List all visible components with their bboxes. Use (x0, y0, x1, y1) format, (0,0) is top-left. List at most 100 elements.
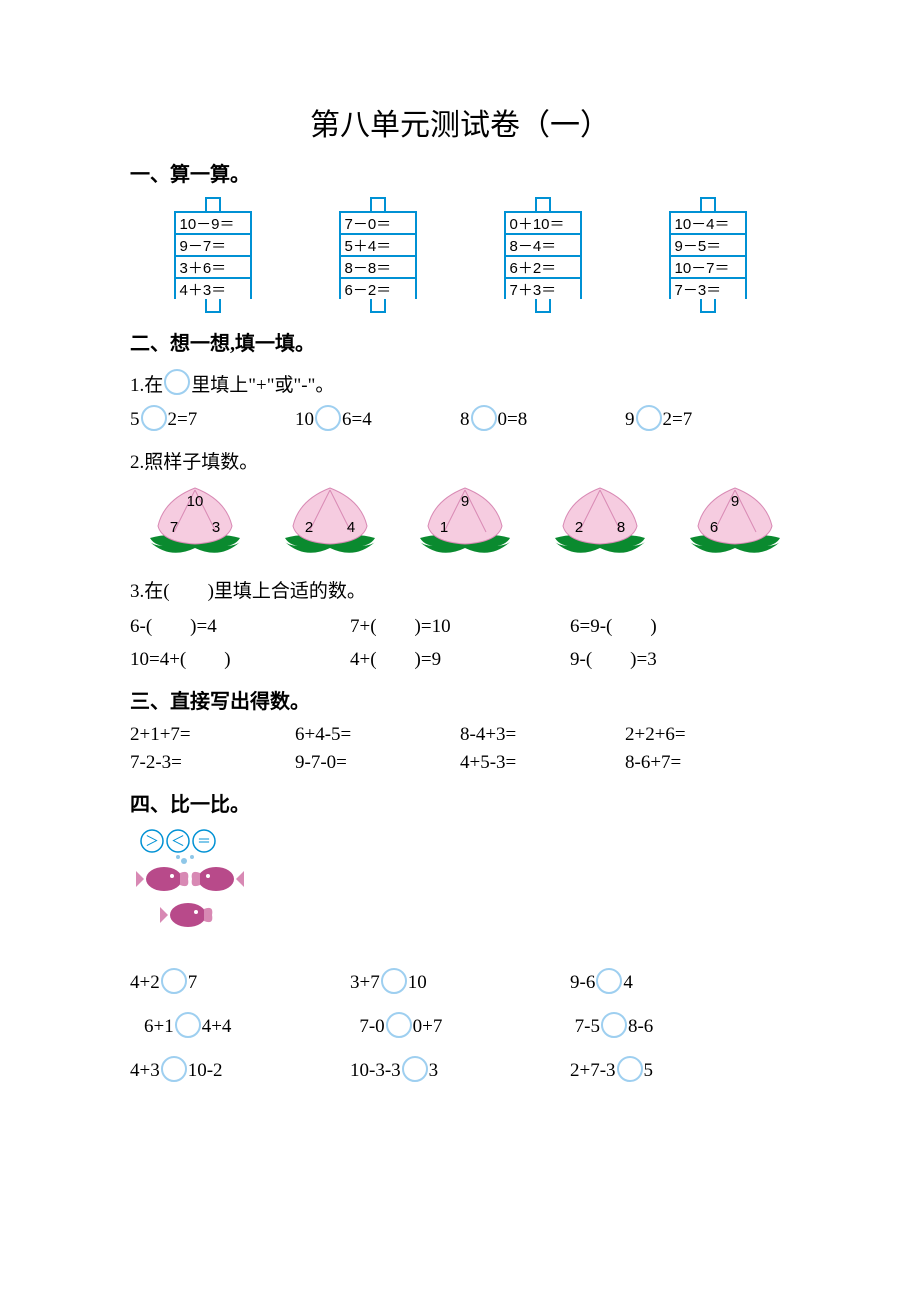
scroll-column: 7－0＝5＋4＝8－8＝6－2＝ (332, 197, 424, 313)
compare-row: 4+310-210-3-332+7-35 (130, 1058, 790, 1084)
circle-icon (315, 405, 341, 431)
compare-row: 4+273+7109-64 (130, 970, 790, 996)
section2-heading: 二、想一想,填一填。 (130, 327, 790, 356)
q1-prefix: 1.在 (130, 370, 163, 397)
scroll-cell: 10－4＝ (669, 211, 747, 233)
cmp-right: 7 (188, 972, 198, 994)
page-title: 第八单元测试卷（一） (130, 100, 790, 144)
s3-item: 4+5-3= (460, 752, 625, 774)
scroll-cell: 6－2＝ (339, 277, 417, 299)
svg-text:3: 3 (212, 519, 220, 536)
svg-text:7: 7 (170, 519, 178, 536)
q1-left: 9 (625, 409, 635, 431)
cmp-left: 7-0 (359, 1016, 384, 1038)
scroll-cell: 5＋4＝ (339, 233, 417, 255)
section2-q3: 3.在( )里填上合适的数。 (130, 576, 790, 603)
circle-icon (636, 405, 662, 431)
s3-item: 6+4-5= (295, 724, 460, 746)
svg-text:10: 10 (187, 493, 204, 510)
svg-text:＝: ＝ (197, 835, 211, 850)
q1-right: 2=7 (663, 409, 693, 431)
circle-icon (381, 968, 407, 994)
s3-item: 9-7-0= (295, 752, 460, 774)
scroll-nub-icon (370, 299, 386, 313)
scroll-cell: 6＋2＝ (504, 255, 582, 277)
fish-icon: ＞ ＜ ＝ (134, 827, 254, 947)
scroll-cell: 9－7＝ (174, 233, 252, 255)
compare-item: 3+710 (350, 970, 570, 996)
scroll-cell: 10－7＝ (669, 255, 747, 277)
q3-item: 6-( )=4 (130, 611, 350, 638)
s3-item: 2+1+7= (130, 724, 295, 746)
scroll-cell: 7－0＝ (339, 211, 417, 233)
s3-item: 2+2+6= (625, 724, 790, 746)
cmp-left: 3+7 (350, 972, 380, 994)
q1-item: 106=4 (295, 407, 460, 433)
section4-heading: 四、比一比。 (130, 788, 790, 817)
scroll-cell: 0＋10＝ (504, 211, 582, 233)
q1-left: 8 (460, 409, 470, 431)
q3-item: 7+( )=10 (350, 611, 570, 638)
q1-right: 2=7 (168, 409, 198, 431)
fish-block: ＞ ＜ ＝ (134, 827, 790, 952)
q1-right: 6=4 (342, 409, 372, 431)
q3-item: 10=4+( ) (130, 644, 350, 671)
circle-icon (386, 1012, 412, 1038)
q1-item: 9 2=7 (625, 407, 790, 433)
scroll-cell: 7＋3＝ (504, 277, 582, 299)
cmp-right: 0+7 (413, 1016, 443, 1038)
circle-icon (596, 968, 622, 994)
scroll-column: 10－9＝9－7＝3＋6＝4＋3＝ (167, 197, 259, 313)
cmp-right: 5 (644, 1060, 654, 1082)
svg-text:9: 9 (461, 493, 469, 510)
circle-icon (402, 1056, 428, 1082)
q1-row: 52=7106=48 0=8 9 2=7 (130, 407, 790, 433)
scroll-cell: 9－5＝ (669, 233, 747, 255)
cmp-left: 9-6 (570, 972, 595, 994)
q1-right: 0=8 (498, 409, 528, 431)
cmp-right: 4+4 (202, 1016, 232, 1038)
svg-text:6: 6 (710, 519, 718, 536)
cmp-right: 8-6 (628, 1016, 653, 1038)
scroll-column: 0＋10＝8－4＝6＋2＝7＋3＝ (497, 197, 589, 313)
cmp-left: 7-5 (575, 1016, 600, 1038)
compare-rows: 4+273+7109-646+14+47-00+77-58-64+310-210… (130, 970, 790, 1084)
section2-q1: 1.在 里填上"+"或"-"。 (130, 370, 790, 397)
cmp-left: 6+1 (144, 1016, 174, 1038)
compare-item: 7-5 8-6 (575, 1014, 790, 1040)
scroll-cell: 7－3＝ (669, 277, 747, 299)
peach-row: 10 7 3 2 4 9 1 2 8 9 6 (140, 482, 790, 562)
svg-text:＞: ＞ (145, 835, 159, 850)
section1-heading: 一、算一算。 (130, 158, 790, 187)
s3-grid: 2+1+7=6+4-5=8-4+3=2+2+6=7-2-3=9-7-0=4+5-… (130, 724, 790, 774)
circle-icon (164, 369, 190, 395)
svg-text:9: 9 (731, 493, 739, 510)
svg-text:8: 8 (617, 519, 625, 536)
compare-item: 2+7-3 5 (570, 1058, 790, 1084)
scroll-cell: 8－4＝ (504, 233, 582, 255)
q1-suffix: 里填上"+"或"-"。 (191, 370, 334, 397)
circle-icon (161, 968, 187, 994)
compare-item: 4+310-2 (130, 1058, 350, 1084)
circle-icon (601, 1012, 627, 1038)
scroll-nub-icon (700, 197, 716, 211)
circle-icon (161, 1056, 187, 1082)
svg-text:4: 4 (347, 519, 355, 536)
svg-text:2: 2 (575, 519, 583, 536)
circle-icon (141, 405, 167, 431)
q3-grid: 6-( )=47+( )=106=9-( )10=4+( )4+( )=99-(… (130, 611, 790, 671)
worksheet-page: 第八单元测试卷（一） 一、算一算。 10－9＝9－7＝3＋6＝4＋3＝7－0＝5… (0, 0, 920, 1142)
peach-icon: 9 1 (410, 482, 520, 562)
q3-item: 4+( )=9 (350, 644, 570, 671)
scroll-column: 10－4＝9－5＝10－7＝7－3＝ (662, 197, 754, 313)
peach-icon: 2 8 (545, 482, 655, 562)
cmp-left: 2+7-3 (570, 1060, 616, 1082)
scroll-row: 10－9＝9－7＝3＋6＝4＋3＝ 7－0＝5＋4＝8－8＝6－2＝ 0＋10＝8－… (130, 197, 790, 313)
q3-item: 9-( )=3 (570, 644, 790, 671)
scroll-cell: 10－9＝ (174, 211, 252, 233)
s3-item: 8-6+7= (625, 752, 790, 774)
section2-q2: 2.照样子填数。 (130, 447, 790, 474)
q1-item: 52=7 (130, 407, 295, 433)
peach-icon: 2 4 (275, 482, 385, 562)
circle-icon (471, 405, 497, 431)
